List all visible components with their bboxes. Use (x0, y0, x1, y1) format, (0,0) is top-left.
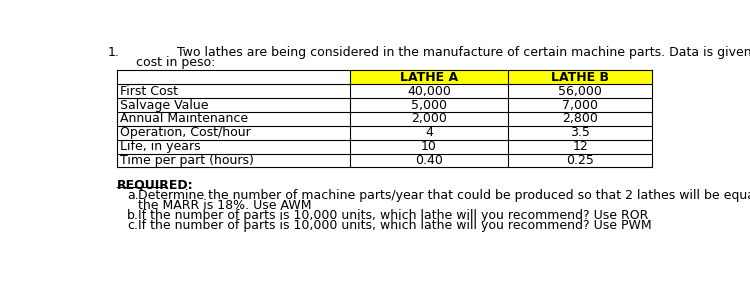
Text: 2,000: 2,000 (411, 112, 447, 125)
Text: 0.25: 0.25 (566, 154, 594, 167)
Text: REQUIRED:: REQUIRED: (117, 178, 194, 191)
Text: LATHE B: LATHE B (551, 71, 609, 84)
Text: b.: b. (127, 209, 139, 222)
Text: 2,800: 2,800 (562, 112, 598, 125)
Text: 56,000: 56,000 (558, 85, 602, 98)
Text: 4: 4 (425, 126, 433, 139)
Text: If the number of parts is 10,000 units, which lathe will you recommend? Use PWM: If the number of parts is 10,000 units, … (138, 219, 652, 232)
Text: cost in peso:: cost in peso: (136, 56, 216, 69)
Text: 5,000: 5,000 (411, 98, 447, 112)
Text: 12: 12 (572, 140, 588, 153)
Text: 7,000: 7,000 (562, 98, 598, 112)
Text: Determine the number of machine parts/year that could be produced so that 2 lath: Determine the number of machine parts/ye… (138, 189, 750, 202)
Text: 10: 10 (421, 140, 436, 153)
Text: a.: a. (127, 189, 139, 202)
Text: Operation, Cost/hour: Operation, Cost/hour (120, 126, 250, 139)
Text: 0.40: 0.40 (415, 154, 442, 167)
Bar (509, 70, 652, 84)
Text: Life, in years: Life, in years (120, 140, 201, 153)
Text: First Cost: First Cost (120, 85, 178, 98)
Bar (350, 70, 508, 84)
Text: 40,000: 40,000 (407, 85, 451, 98)
Text: Two lathes are being considered in the manufacture of certain machine parts. Dat: Two lathes are being considered in the m… (178, 46, 750, 59)
Text: If the number of parts is 10,000 units, which lathe will you recommend? Use ROR: If the number of parts is 10,000 units, … (138, 209, 648, 222)
Text: 3.5: 3.5 (570, 126, 590, 139)
Text: Time per part (hours): Time per part (hours) (120, 154, 254, 167)
Text: Annual Maintenance: Annual Maintenance (120, 112, 248, 125)
Text: 1.: 1. (108, 46, 119, 59)
Text: LATHE A: LATHE A (400, 71, 458, 84)
Text: Salvage Value: Salvage Value (120, 98, 208, 112)
Text: the MARR is 18%. Use AWM: the MARR is 18%. Use AWM (138, 199, 311, 212)
Text: c.: c. (127, 219, 138, 232)
